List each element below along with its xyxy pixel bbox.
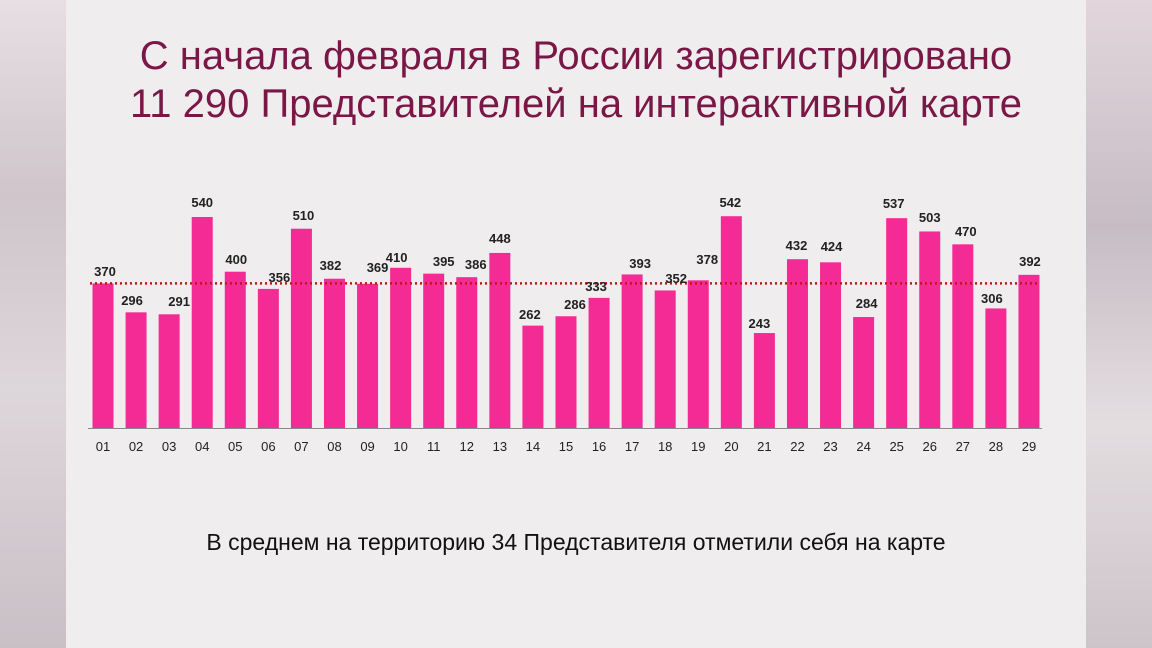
x-tick-label-06: 06 bbox=[261, 439, 275, 454]
background-right-panel bbox=[1086, 0, 1152, 648]
bar-24 bbox=[853, 317, 875, 428]
data-label-16: 333 bbox=[585, 279, 607, 294]
x-tick-label-16: 16 bbox=[592, 439, 606, 454]
bar-03 bbox=[158, 314, 180, 428]
bar-17 bbox=[621, 274, 643, 428]
bar-02 bbox=[125, 312, 147, 428]
bar-06 bbox=[257, 288, 279, 428]
x-tick-label-25: 25 bbox=[889, 439, 903, 454]
data-label-08: 382 bbox=[320, 258, 342, 273]
x-tick-label-29: 29 bbox=[1022, 439, 1036, 454]
page-title: С начала февраля в России зарегистрирова… bbox=[66, 32, 1086, 128]
data-label-10: 410 bbox=[386, 250, 408, 265]
x-tick-label-24: 24 bbox=[856, 439, 870, 454]
data-label-22: 432 bbox=[786, 238, 808, 253]
x-tick-label-27: 27 bbox=[956, 439, 970, 454]
data-label-01: 370 bbox=[94, 264, 116, 279]
data-label-13: 448 bbox=[489, 231, 511, 246]
bar-21 bbox=[753, 333, 775, 428]
data-label-24: 284 bbox=[856, 296, 878, 311]
data-label-07: 510 bbox=[293, 208, 315, 223]
data-label-15: 286 bbox=[564, 297, 586, 312]
data-label-19: 378 bbox=[696, 252, 718, 267]
bar-18 bbox=[654, 290, 676, 428]
data-label-11: 395 bbox=[433, 254, 455, 269]
bar-16 bbox=[588, 297, 610, 428]
bar-13 bbox=[489, 252, 511, 428]
bar-12 bbox=[456, 277, 478, 428]
x-tick-label-09: 09 bbox=[360, 439, 374, 454]
data-label-12: 386 bbox=[465, 257, 487, 272]
data-label-03: 291 bbox=[168, 294, 190, 309]
bar-22 bbox=[786, 259, 808, 428]
x-tick-label-11: 11 bbox=[427, 439, 441, 454]
data-label-21: 243 bbox=[749, 316, 771, 331]
bar-23 bbox=[820, 262, 842, 428]
data-label-05: 400 bbox=[225, 252, 247, 267]
x-tick-label-26: 26 bbox=[923, 439, 937, 454]
bar-11 bbox=[423, 273, 445, 428]
bar-07 bbox=[290, 228, 312, 428]
x-tick-label-17: 17 bbox=[625, 439, 639, 454]
bar-09 bbox=[357, 283, 379, 428]
data-label-25: 537 bbox=[883, 196, 905, 211]
x-tick-label-03: 03 bbox=[162, 439, 176, 454]
bar-08 bbox=[323, 278, 345, 428]
data-label-14: 262 bbox=[519, 307, 541, 322]
x-tick-label-28: 28 bbox=[989, 439, 1003, 454]
x-tick-label-19: 19 bbox=[691, 439, 705, 454]
bar-04 bbox=[191, 217, 213, 428]
summary-text: В среднем на территорию 34 Представителя… bbox=[206, 529, 946, 555]
x-tick-label-08: 08 bbox=[327, 439, 341, 454]
data-label-28: 306 bbox=[981, 291, 1003, 306]
background-left-panel bbox=[0, 0, 66, 648]
bar-27 bbox=[952, 244, 974, 428]
x-tick-label-07: 07 bbox=[294, 439, 308, 454]
x-tick-label-02: 02 bbox=[129, 439, 143, 454]
x-tick-label-18: 18 bbox=[658, 439, 672, 454]
bar-01 bbox=[92, 283, 114, 428]
x-tick-label-23: 23 bbox=[823, 439, 837, 454]
bar-19 bbox=[687, 280, 709, 428]
bar-10 bbox=[390, 267, 412, 428]
data-label-02: 296 bbox=[121, 293, 143, 308]
data-label-17: 393 bbox=[629, 256, 651, 271]
x-tick-label-05: 05 bbox=[228, 439, 242, 454]
bar-29 bbox=[1018, 274, 1040, 428]
bar-25 bbox=[886, 218, 908, 428]
x-tick-label-14: 14 bbox=[526, 439, 540, 454]
x-tick-label-13: 13 bbox=[493, 439, 507, 454]
x-tick-label-01: 01 bbox=[96, 439, 110, 454]
x-tick-label-20: 20 bbox=[724, 439, 738, 454]
bar-28 bbox=[985, 308, 1007, 428]
bar-05 bbox=[224, 271, 246, 428]
bar-14 bbox=[522, 325, 544, 428]
bar-15 bbox=[555, 316, 577, 428]
x-tick-label-04: 04 bbox=[195, 439, 209, 454]
x-tick-label-15: 15 bbox=[559, 439, 573, 454]
data-label-04: 540 bbox=[191, 195, 213, 210]
data-label-06: 356 bbox=[268, 270, 290, 285]
data-label-26: 503 bbox=[919, 210, 941, 225]
data-label-29: 392 bbox=[1019, 254, 1041, 269]
data-label-18: 352 bbox=[665, 271, 687, 286]
bar-26 bbox=[919, 231, 941, 428]
data-label-09: 369 bbox=[367, 260, 389, 275]
title-line-1: С начала февраля в России зарегистрирова… bbox=[139, 34, 1013, 78]
data-label-27: 470 bbox=[955, 224, 977, 239]
x-tick-label-22: 22 bbox=[790, 439, 804, 454]
x-tick-label-21: 21 bbox=[757, 439, 771, 454]
x-tick-label-12: 12 bbox=[460, 439, 474, 454]
bar-20 bbox=[720, 216, 742, 428]
x-tick-label-10: 10 bbox=[393, 439, 407, 454]
data-label-23: 424 bbox=[821, 239, 843, 254]
data-label-20: 542 bbox=[719, 195, 741, 210]
title-line-2: 11 290 Представителей на интерактивной к… bbox=[130, 82, 1022, 126]
